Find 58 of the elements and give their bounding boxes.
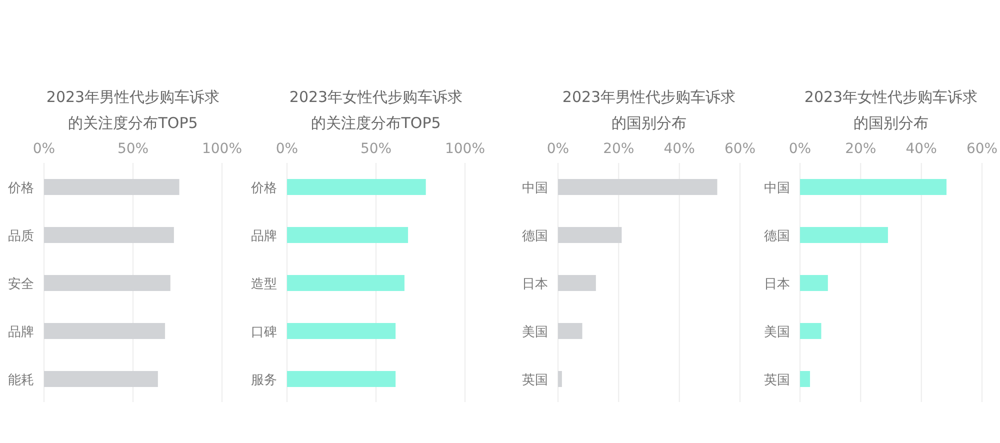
- bar: [287, 323, 396, 339]
- x-tick-label: 20%: [603, 141, 634, 157]
- y-tick-label: 中国: [764, 181, 790, 196]
- y-tick-label: 能耗: [8, 373, 34, 388]
- bar: [44, 179, 180, 195]
- bar: [44, 275, 170, 291]
- y-tick-label: 安全: [8, 276, 34, 292]
- y-tick-label: 日本: [522, 277, 548, 292]
- bar: [800, 227, 888, 243]
- bar: [287, 179, 426, 195]
- y-tick-label: 口碑: [251, 325, 277, 340]
- x-tick-label: 40%: [906, 141, 937, 157]
- x-tick-label: 60%: [966, 141, 998, 157]
- y-tick-label: 美国: [764, 324, 790, 340]
- bar: [558, 275, 596, 291]
- x-tick-label: 100%: [202, 141, 242, 157]
- bar: [44, 323, 166, 339]
- bar: [558, 179, 718, 195]
- bar: [287, 371, 396, 387]
- y-tick-label: 价格: [7, 181, 34, 196]
- bar: [558, 371, 562, 387]
- x-tick-label: 50%: [117, 141, 149, 157]
- y-tick-label: 德国: [764, 229, 790, 244]
- x-tick-label: 100%: [444, 141, 486, 157]
- y-tick-label: 英国: [764, 373, 790, 388]
- bar: [44, 371, 158, 387]
- y-tick-label: 品牌: [8, 325, 34, 340]
- y-tick-label: 品质: [8, 229, 34, 244]
- y-tick-label: 美国: [522, 324, 548, 340]
- bar: [800, 371, 810, 387]
- bar: [800, 275, 828, 291]
- bar: [800, 323, 822, 339]
- bar: [800, 179, 947, 195]
- chart-title: 2023年男性代步购车诉求的国别分布: [561, 87, 737, 134]
- y-tick-label: 日本: [764, 277, 790, 292]
- chart-title: 2023年女性代步购车诉求的国别分布: [803, 87, 979, 134]
- x-tick-label: 20%: [845, 141, 876, 157]
- bar: [558, 227, 622, 243]
- y-tick-label: 服务: [251, 373, 277, 388]
- bar: [558, 323, 582, 339]
- x-tick-label: 0%: [788, 141, 812, 157]
- y-tick-label: 造型: [251, 277, 277, 292]
- x-tick-label: 60%: [724, 141, 756, 157]
- x-tick-label: 0%: [32, 141, 56, 157]
- y-tick-label: 价格: [250, 181, 277, 196]
- bar: [44, 227, 174, 243]
- bar: [287, 275, 404, 291]
- x-tick-label: 50%: [360, 141, 392, 157]
- chart-title: 2023年女性代步购车诉求的关注度分布TOP5: [288, 87, 464, 134]
- x-tick-label: 0%: [546, 141, 570, 157]
- y-tick-label: 英国: [522, 373, 548, 388]
- x-tick-label: 0%: [276, 141, 298, 157]
- y-tick-label: 德国: [522, 229, 548, 244]
- y-tick-label: 品牌: [251, 229, 277, 244]
- bar: [287, 227, 408, 243]
- x-tick-label: 40%: [664, 141, 695, 157]
- y-tick-label: 中国: [522, 181, 548, 196]
- chart-title: 2023年男性代步购车诉求的关注度分布TOP5: [45, 87, 221, 134]
